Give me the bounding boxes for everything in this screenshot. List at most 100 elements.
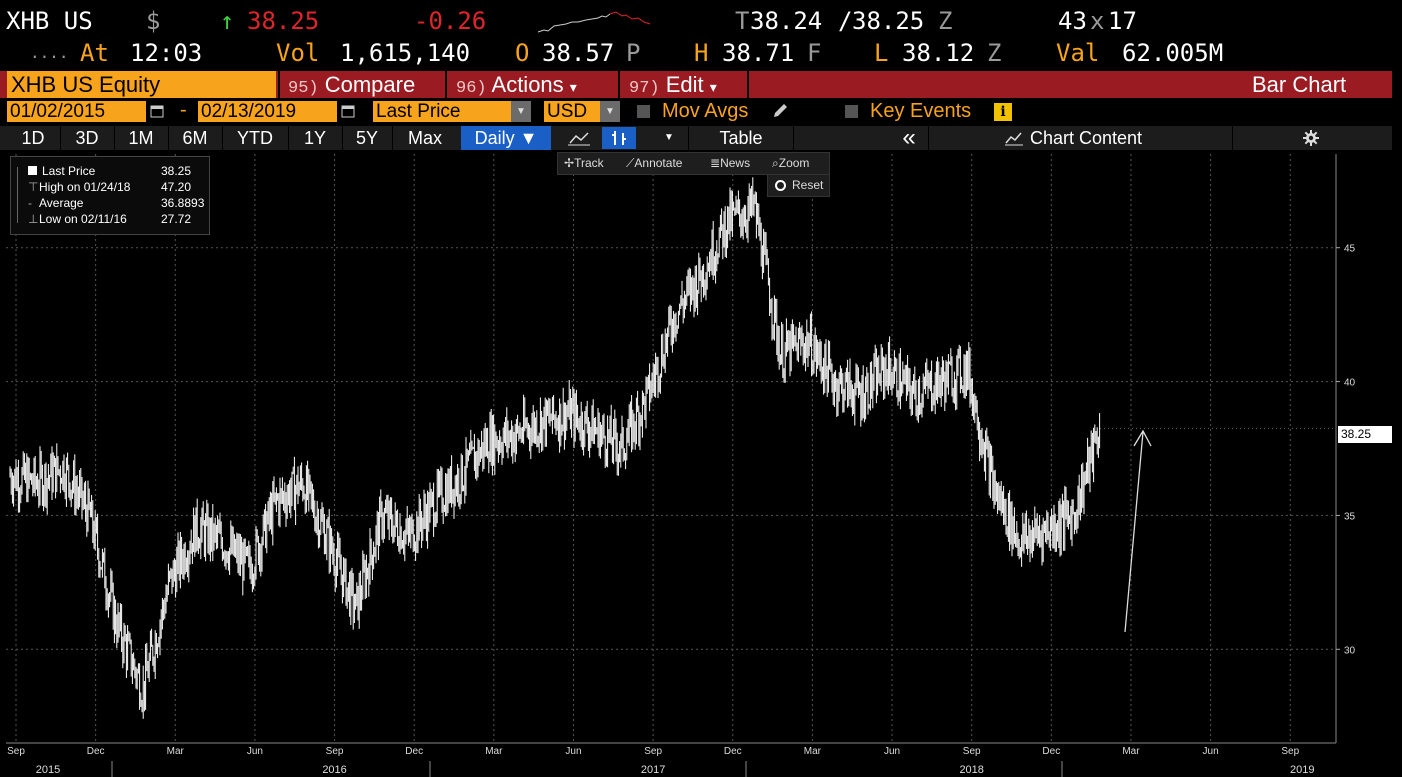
legend-row-low: ⊥Low on 02/11/16 27.72	[17, 211, 203, 227]
legend-label: High on 01/24/18	[39, 180, 131, 194]
x-year-label: 2018	[959, 764, 983, 776]
x-year-label: 2015	[36, 764, 60, 776]
table-button[interactable]: Table	[719, 128, 763, 148]
frequency-dropdown[interactable]: Daily ▼	[461, 126, 551, 150]
compare-button[interactable]: 95) Compare	[288, 71, 415, 98]
x-tick-label: Sep	[1281, 746, 1299, 757]
last-trade-time: 12:03	[130, 39, 203, 67]
size-separator: x	[1090, 7, 1105, 35]
gear-icon[interactable]	[1300, 127, 1322, 149]
high-label: H	[694, 39, 709, 67]
zoom-button[interactable]: ⌕ Zoom	[772, 156, 810, 170]
chart-legend: Last Price 38.25 ⊤High on 01/24/18 47.20…	[10, 156, 210, 235]
x-tick-label: Mar	[485, 746, 503, 757]
y-tick-label: 45	[1344, 244, 1356, 255]
bid-ask-prefix: T	[735, 7, 750, 35]
low-label: L	[874, 39, 889, 67]
y-tick-label: 40	[1344, 378, 1356, 389]
currency-symbol: $	[146, 7, 161, 35]
price-up-arrow-icon: ↑	[220, 7, 235, 35]
compare-hotkey: 95)	[288, 79, 319, 98]
trend-arrow	[1124, 431, 1144, 633]
tab-1y[interactable]: 1Y	[303, 128, 327, 148]
tab-6m[interactable]: 6M	[182, 128, 208, 148]
x-tick-label: Jun	[1203, 746, 1219, 757]
security-field[interactable]: XHB US Equity	[7, 71, 276, 98]
currency-select[interactable]: USD	[544, 101, 600, 122]
actions-menu[interactable]: 96) Actions ▾	[456, 71, 577, 98]
low-price: 38.12	[902, 39, 975, 67]
open-label: O	[515, 39, 530, 67]
y-tick-label: 35	[1344, 511, 1356, 522]
plot-area	[6, 154, 1336, 743]
x-tick-label: Dec	[724, 746, 742, 757]
key-events-label[interactable]: Key Events	[870, 100, 972, 122]
legend-label: Last Price	[42, 164, 96, 178]
line-chart-icon[interactable]	[562, 128, 598, 148]
tab-5y[interactable]: 5Y	[355, 128, 379, 148]
edit-hotkey: 97)	[629, 79, 660, 98]
x-tick-label: Dec	[87, 746, 105, 757]
info-icon[interactable]: i	[994, 103, 1012, 121]
legend-value: 27.72	[161, 212, 192, 226]
price-field-select[interactable]: Last Price	[373, 101, 511, 122]
end-calendar-icon[interactable]	[341, 103, 355, 119]
tab-1m[interactable]: 1M	[128, 128, 154, 148]
x-tick-label: Sep	[963, 746, 981, 757]
intraday-sparkline	[537, 11, 651, 33]
news-button[interactable]: ≣ News	[710, 156, 751, 170]
tab-3d[interactable]: 3D	[75, 128, 99, 148]
square-icon	[28, 166, 37, 175]
legend-value: 36.8893	[161, 196, 205, 210]
high-source: F	[807, 39, 822, 67]
reset-icon	[775, 180, 786, 192]
ask-source: Z	[938, 7, 953, 35]
collapse-panel-icon[interactable]: «	[902, 124, 916, 151]
end-date-field[interactable]: 02/13/2019	[198, 101, 337, 122]
mov-avgs-checkbox[interactable]	[637, 105, 650, 118]
track-button[interactable]: ✢ Track	[564, 156, 604, 170]
bar-chart-icon[interactable]	[602, 127, 636, 149]
actions-chevron-icon: ▾	[569, 79, 577, 95]
edit-menu[interactable]: 97) Edit ▾	[629, 71, 717, 98]
chart-style-dropdown-icon[interactable]: ▼	[664, 132, 674, 143]
low-marker-icon: ⊥	[28, 212, 39, 226]
tab-1d[interactable]: 1D	[21, 128, 45, 148]
start-calendar-icon[interactable]	[150, 103, 164, 119]
tab-ytd[interactable]: YTD	[237, 128, 273, 148]
volume-label: Vol	[276, 39, 320, 67]
key-events-checkbox[interactable]	[845, 105, 858, 118]
start-date-field[interactable]: 01/02/2015	[7, 101, 146, 122]
price-chart[interactable]: Sep Dec Mar Jun Sep Dec Mar Jun Sep Dec Mar Jun Sep D…	[0, 150, 1402, 777]
actions-hotkey: 96)	[456, 79, 487, 98]
bid-size: 43	[1058, 7, 1087, 35]
x-year-label: 2016	[322, 764, 346, 776]
annotate-button[interactable]: ⟋ Annotate	[626, 156, 683, 170]
ask-price: 38.25	[852, 7, 925, 35]
compare-label: Compare	[324, 72, 416, 97]
average-marker-icon: -	[28, 196, 32, 210]
trend-arrow-head	[1133, 429, 1152, 447]
y-tick-label: 30	[1344, 645, 1356, 656]
x-tick-label: Sep	[7, 746, 25, 757]
volume: 1,615,140	[340, 39, 471, 67]
x-tick-label: Mar	[167, 746, 185, 757]
reset-button[interactable]: Reset	[767, 174, 830, 197]
price-field-dropdown-icon[interactable]: ▼	[511, 101, 531, 122]
last-price: 38.25	[247, 7, 320, 35]
x-tick-label: Sep	[644, 746, 662, 757]
legend-row-high: ⊤High on 01/24/18 47.20	[17, 179, 203, 195]
chart-content-icon[interactable]	[1004, 130, 1024, 146]
currency-dropdown-icon[interactable]: ▼	[600, 101, 620, 122]
x-tick-label: Jun	[565, 746, 581, 757]
at-label: At	[80, 39, 109, 67]
chart-type-title: Bar Chart	[1252, 72, 1347, 97]
value-label: Val	[1056, 39, 1100, 67]
chart-content-button[interactable]: Chart Content	[1030, 128, 1143, 148]
x-year-label: 2019	[1290, 764, 1314, 776]
mov-avgs-label[interactable]: Mov Avgs	[662, 100, 749, 122]
stats-dots: ....	[30, 43, 69, 62]
tab-max[interactable]: Max	[407, 128, 442, 148]
open-source: P	[626, 39, 641, 67]
pencil-icon[interactable]	[771, 102, 789, 120]
